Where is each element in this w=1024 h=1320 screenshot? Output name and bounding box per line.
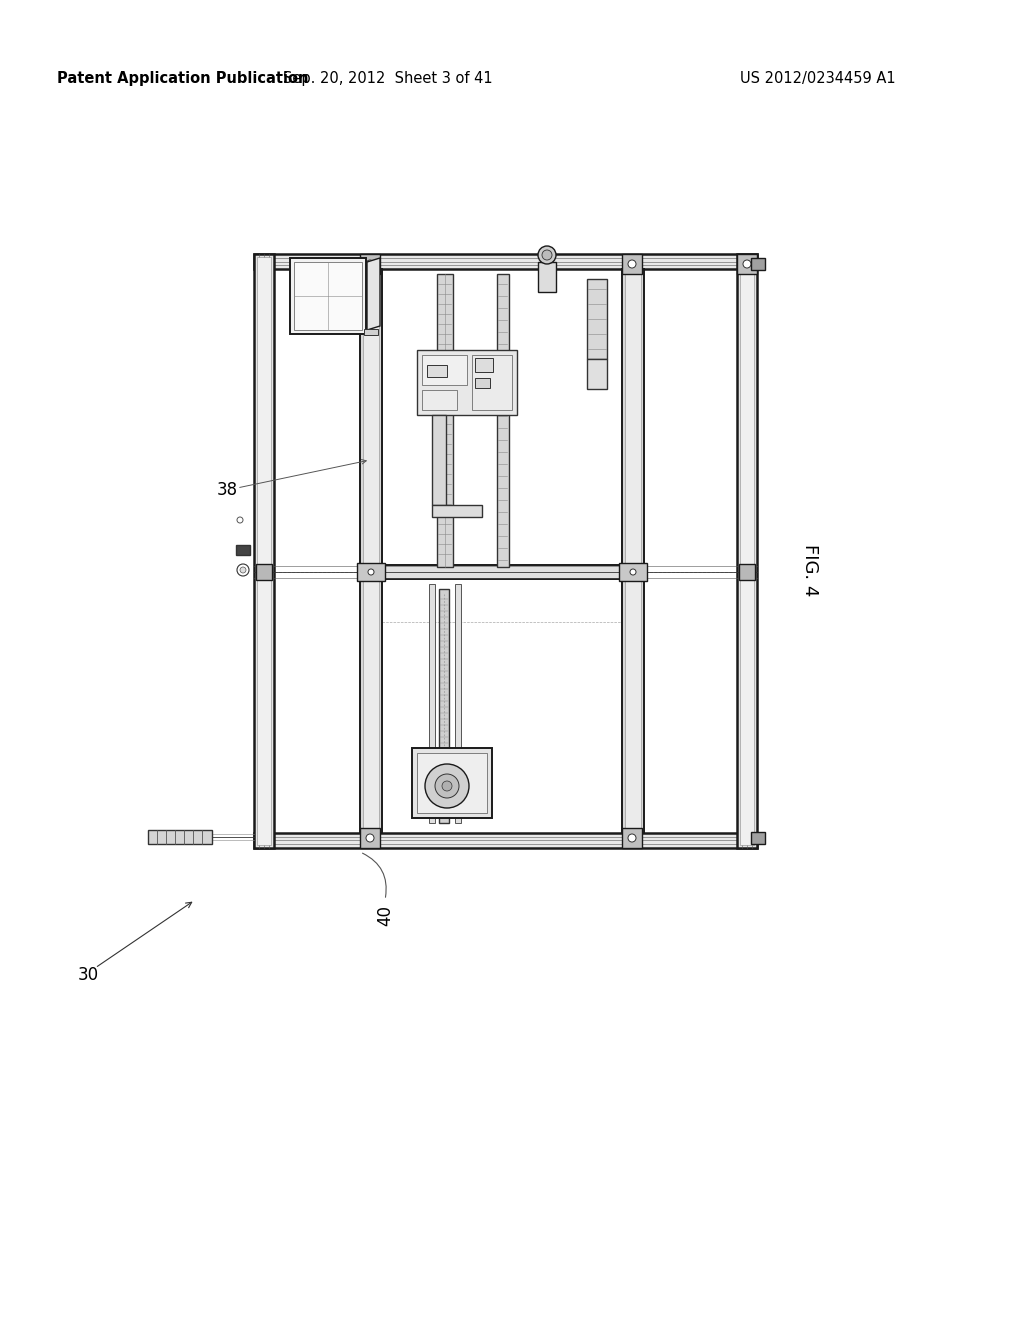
Text: Patent Application Publication: Patent Application Publication — [57, 70, 308, 86]
Bar — [412, 748, 492, 818]
Bar — [751, 257, 765, 271]
Bar — [362, 271, 379, 832]
Circle shape — [542, 249, 552, 260]
Circle shape — [368, 569, 374, 576]
Circle shape — [538, 246, 556, 264]
Circle shape — [366, 260, 374, 268]
Text: 30: 30 — [78, 966, 99, 983]
Bar — [475, 378, 490, 388]
Circle shape — [237, 517, 243, 523]
Bar — [427, 366, 447, 378]
Bar — [622, 828, 642, 847]
Bar — [256, 564, 272, 579]
Bar — [417, 350, 517, 414]
Bar — [360, 565, 644, 579]
Bar — [439, 589, 449, 822]
Bar — [497, 275, 509, 568]
Bar — [739, 564, 755, 579]
Bar — [437, 275, 453, 568]
Circle shape — [240, 568, 246, 573]
Bar — [357, 564, 385, 581]
Polygon shape — [367, 257, 380, 330]
Bar — [455, 583, 461, 822]
Bar — [236, 545, 250, 554]
Circle shape — [630, 569, 636, 576]
Bar — [360, 269, 382, 833]
Circle shape — [237, 564, 249, 576]
Bar — [364, 329, 378, 335]
Bar — [382, 269, 622, 572]
Text: 40: 40 — [376, 904, 394, 925]
Bar — [432, 506, 482, 517]
Bar — [422, 389, 457, 411]
Bar — [148, 830, 212, 843]
Bar — [538, 261, 556, 292]
Bar — [432, 414, 446, 506]
Bar — [422, 355, 467, 385]
Bar — [254, 253, 757, 269]
Text: FIG. 4: FIG. 4 — [801, 544, 819, 597]
Bar — [254, 253, 274, 847]
Circle shape — [628, 834, 636, 842]
Bar — [587, 279, 607, 359]
Bar — [625, 271, 641, 832]
Bar — [360, 828, 380, 847]
Text: Sep. 20, 2012  Sheet 3 of 41: Sep. 20, 2012 Sheet 3 of 41 — [284, 70, 493, 86]
Bar — [360, 253, 380, 275]
Bar — [622, 253, 642, 275]
Circle shape — [743, 260, 751, 268]
Circle shape — [425, 764, 469, 808]
Text: US 2012/0234459 A1: US 2012/0234459 A1 — [740, 70, 896, 86]
Bar — [472, 355, 512, 411]
Bar — [751, 832, 765, 843]
Bar — [290, 257, 366, 334]
Bar — [737, 253, 757, 847]
Bar — [254, 833, 757, 847]
Bar — [737, 253, 757, 275]
Circle shape — [435, 774, 459, 799]
Circle shape — [366, 834, 374, 842]
Text: 38: 38 — [217, 480, 239, 499]
Bar — [429, 583, 435, 822]
Bar — [740, 257, 754, 845]
Bar — [587, 359, 607, 389]
Bar — [622, 269, 644, 833]
Bar — [294, 261, 362, 330]
Bar — [257, 257, 271, 845]
Circle shape — [628, 260, 636, 268]
Circle shape — [442, 781, 452, 791]
Bar — [417, 752, 487, 813]
Bar — [618, 564, 647, 581]
Bar — [475, 358, 493, 372]
